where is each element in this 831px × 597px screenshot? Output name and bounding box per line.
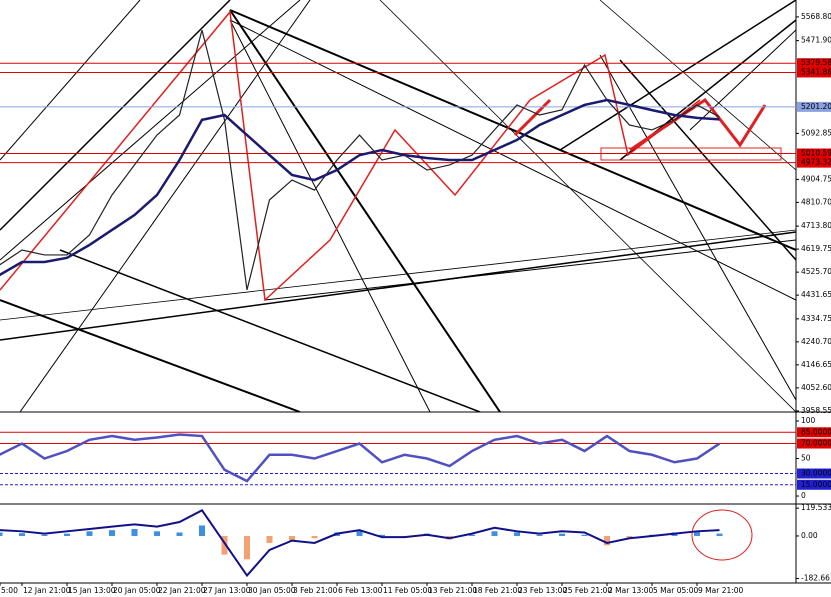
level-label-box xyxy=(797,157,831,168)
histogram-bar xyxy=(356,531,363,536)
histogram-bar xyxy=(716,533,723,536)
histogram-bar xyxy=(154,531,160,536)
level-label-box xyxy=(797,148,831,159)
y-tick-label: 5568.80 xyxy=(801,12,831,21)
y-tick-label: 4240.70 xyxy=(801,337,831,346)
histogram-bar xyxy=(131,528,138,536)
x-tick-label: 30 Jan 05:00 xyxy=(248,586,296,595)
y-tick-label: 4334.75 xyxy=(801,314,831,323)
y-tick-label: -182.6615 xyxy=(801,573,831,582)
histogram-bar xyxy=(469,534,475,536)
x-tick-label: 3 Feb 21:00 xyxy=(293,586,338,595)
level-label-box xyxy=(797,468,831,479)
panel-borders xyxy=(0,0,831,584)
x-tick-label: 15 Jan 13:00 xyxy=(68,586,116,595)
y-tick-label: 119.5334 xyxy=(801,503,831,512)
histogram-bar xyxy=(86,531,93,536)
level-label-box xyxy=(797,58,831,69)
series-line xyxy=(0,509,720,578)
x-tick-label: 5:00 xyxy=(1,586,18,595)
histogram-bar xyxy=(514,532,520,536)
level-label: 5379.58 xyxy=(801,58,831,67)
level-label: 15.0000 xyxy=(801,480,831,489)
histogram-bar xyxy=(694,531,700,536)
y-tick-label: 4431.65 xyxy=(801,290,831,299)
histogram-bar xyxy=(266,535,273,543)
level-label-box xyxy=(797,427,831,438)
x-tick-label: 18 Feb 21:00 xyxy=(473,586,522,595)
histogram-bar xyxy=(0,532,3,536)
x-tick-label: 13 Feb 21:00 xyxy=(428,586,477,595)
x-tick-label: 12 Jan 21:00 xyxy=(23,586,71,595)
level-label: 85.0000 xyxy=(801,427,831,436)
level-label: 5341.86 xyxy=(801,67,831,76)
x-tick-label: 2 Mar 13:00 xyxy=(608,586,654,595)
level-label: 5201.20 xyxy=(801,102,831,111)
level-label: 5010.59 xyxy=(801,148,831,157)
y-tick-label: 0.00 xyxy=(801,531,818,540)
level-label: 4973.32 xyxy=(801,158,831,167)
histogram-bar xyxy=(176,532,183,536)
histogram-bar xyxy=(19,533,25,536)
y-tick-label: 4525.70 xyxy=(801,267,831,276)
level-label-box xyxy=(797,438,831,449)
y-tick-label: 4810.70 xyxy=(801,197,831,206)
y-tick-label: 4904.75 xyxy=(801,174,831,183)
histogram-bar xyxy=(536,534,543,536)
histogram-bar xyxy=(581,534,588,536)
y-tick-label: 4146.65 xyxy=(801,360,831,369)
histogram-bar xyxy=(109,530,115,536)
x-tick-label: 25 Feb 21:00 xyxy=(563,586,612,595)
y-tick-label: 50 xyxy=(801,454,811,463)
histogram-bar xyxy=(311,535,318,539)
histogram-bar xyxy=(604,535,610,546)
x-tick-label: 22 Jan 21:00 xyxy=(158,586,206,595)
x-tick-label: 27 Jan 13:00 xyxy=(203,586,251,595)
x-tick-label: 20 Jan 05:00 xyxy=(113,586,161,595)
histogram-bar xyxy=(41,534,48,536)
x-tick-label: 11 Feb 05:00 xyxy=(383,586,432,595)
series-line xyxy=(0,29,720,291)
level-label: 70.0000 xyxy=(801,439,831,448)
histogram-bar xyxy=(244,535,250,560)
x-tick-label: 5 Mar 05:00 xyxy=(653,586,699,595)
histogram-bar xyxy=(379,534,385,536)
histogram-bar xyxy=(491,531,498,536)
x-tick-label: 23 Feb 13:00 xyxy=(518,586,567,595)
level-label: 30.0000 xyxy=(801,469,831,478)
level-label-box xyxy=(797,67,831,78)
y-tick-label: 5092.85 xyxy=(801,128,831,137)
histogram-bar xyxy=(199,525,205,536)
histogram-bar xyxy=(289,535,295,541)
histogram-bar xyxy=(221,535,228,555)
histogram-bar xyxy=(64,533,70,536)
histogram-bar xyxy=(559,533,565,536)
histogram-bar xyxy=(626,535,633,539)
y-tick-label: 5471.90 xyxy=(801,36,831,45)
y-tick-label: 4052.60 xyxy=(801,383,831,392)
y-tick-label: 4619.75 xyxy=(801,244,831,253)
series-line xyxy=(0,433,721,483)
x-tick-label: 6 Feb 13:00 xyxy=(338,586,383,595)
series-line xyxy=(0,98,720,277)
y-tick-label: 4713.80 xyxy=(801,221,831,230)
level-label-box xyxy=(797,101,831,112)
level-label-box xyxy=(797,479,831,490)
x-tick-label: 9 Mar 21:00 xyxy=(698,586,744,595)
y-tick-label: 3958.55 xyxy=(801,406,831,415)
y-tick-label: 0 xyxy=(801,491,806,500)
y-tick-label: 100 xyxy=(801,416,816,425)
